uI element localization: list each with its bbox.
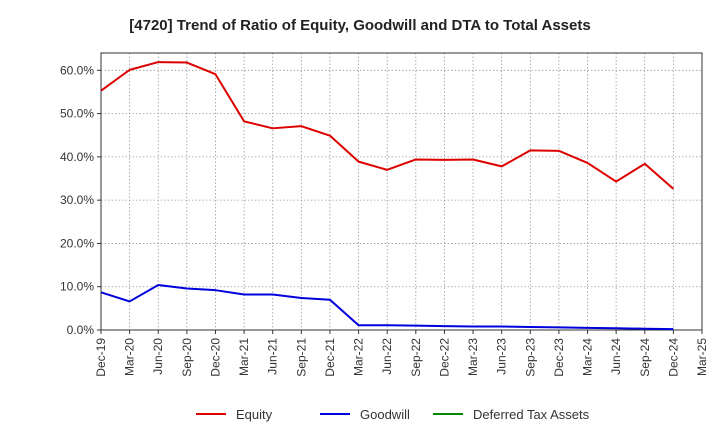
chart-title: [4720] Trend of Ratio of Equity, Goodwil… bbox=[129, 17, 590, 34]
x-tick-label: Sep-21 bbox=[294, 338, 308, 377]
x-tick-label: Jun-20 bbox=[151, 338, 165, 375]
legend-label: Deferred Tax Assets bbox=[473, 407, 590, 422]
x-tick-label: Jun-23 bbox=[495, 338, 509, 375]
x-tick-label: Jun-22 bbox=[380, 338, 394, 375]
y-tick-label: 30.0% bbox=[60, 193, 94, 207]
x-tick-label: Jun-21 bbox=[266, 338, 280, 375]
legend-label: Goodwill bbox=[360, 407, 410, 422]
x-tick-label: Dec-20 bbox=[208, 338, 222, 377]
y-tick-label: 60.0% bbox=[60, 63, 94, 77]
x-axis-ticks: Dec-19 Mar-20 Jun-20 Sep-20 Dec-20 Mar-21 Jun-… bbox=[94, 330, 709, 377]
series-lines bbox=[100, 61, 675, 331]
grid bbox=[101, 53, 702, 330]
plot-frame bbox=[100, 52, 703, 331]
x-tick-label: Sep-23 bbox=[523, 338, 537, 377]
x-tick-label: Dec-24 bbox=[666, 338, 680, 377]
x-tick-label: Mar-20 bbox=[123, 338, 137, 376]
y-tick-label: 20.0% bbox=[60, 236, 94, 250]
x-tick-label: Dec-21 bbox=[323, 338, 337, 377]
x-tick-label: Mar-24 bbox=[581, 338, 595, 376]
x-tick-label: Mar-23 bbox=[466, 338, 480, 376]
x-tick-label: Sep-20 bbox=[180, 338, 194, 377]
x-tick-label: Dec-23 bbox=[552, 338, 566, 377]
x-tick-label: Jun-24 bbox=[609, 338, 623, 375]
x-tick-label: Mar-22 bbox=[352, 338, 366, 376]
x-tick-label: Dec-19 bbox=[94, 338, 108, 377]
x-tick-label: Sep-22 bbox=[409, 338, 423, 377]
series-line-equity bbox=[100, 61, 675, 190]
y-tick-label: 10.0% bbox=[60, 280, 94, 294]
y-tick-label: 50.0% bbox=[60, 107, 94, 121]
x-tick-label: Mar-21 bbox=[237, 338, 251, 376]
x-tick-label: Mar-25 bbox=[695, 338, 709, 376]
x-tick-label: Sep-24 bbox=[638, 338, 652, 377]
y-tick-label: 0.0% bbox=[67, 323, 95, 337]
y-axis-ticks: 0.0% 10.0% 20.0% 30.0% 40.0% 50.0% 60.0% bbox=[60, 63, 101, 337]
y-tick-label: 40.0% bbox=[60, 150, 94, 164]
legend: Equity Goodwill Deferred Tax Assets bbox=[196, 407, 590, 422]
legend-label: Equity bbox=[236, 407, 273, 422]
series-line-goodwill bbox=[100, 283, 674, 331]
x-tick-label: Dec-22 bbox=[437, 338, 451, 377]
